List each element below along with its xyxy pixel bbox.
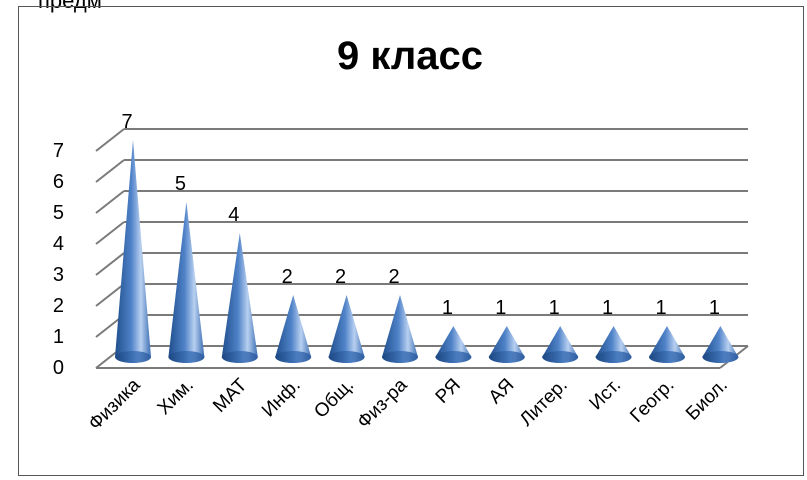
cone-base [221, 351, 258, 363]
x-category-label: Геогр. [626, 375, 678, 427]
cone [595, 326, 632, 363]
cone-body [382, 295, 418, 363]
x-category-label: МАТ [209, 374, 251, 416]
cones [115, 140, 739, 363]
y-tick-label: 3 [53, 264, 64, 286]
cone-body [168, 202, 205, 363]
x-category-label: Биол. [682, 375, 732, 425]
cone-body [275, 295, 312, 363]
gridline-diagonal [95, 221, 125, 245]
cone-base [382, 351, 418, 363]
y-axis-ticks: 0 1 2 3 4 5 6 7 [53, 140, 64, 379]
y-tick-label: 4 [53, 233, 64, 255]
cone-base [328, 351, 365, 363]
cone [275, 295, 312, 363]
gridlines [95, 128, 749, 369]
cone [221, 233, 258, 363]
x-category-label: Общ. [310, 375, 358, 423]
cone-body [221, 233, 258, 363]
cone-base [595, 351, 632, 363]
data-label: 1 [549, 297, 560, 319]
x-category-label: Литер. [516, 375, 572, 431]
gridline-diagonal [95, 159, 125, 183]
cone-base [542, 351, 579, 363]
data-label: 1 [495, 297, 506, 319]
cone-base [488, 351, 525, 363]
gridline-diagonal [95, 128, 125, 152]
cone [488, 326, 525, 363]
gridline-diagonal [95, 283, 125, 307]
cone-base [168, 351, 205, 363]
cone [702, 326, 739, 363]
data-label: 7 [121, 111, 132, 133]
cone [115, 140, 151, 363]
cone [542, 326, 579, 363]
x-category-label: Физика [85, 374, 145, 434]
gridline-diagonal [95, 190, 125, 214]
chart-title: 9 класс [337, 34, 483, 78]
data-label: 1 [442, 297, 453, 319]
data-label: 2 [335, 266, 346, 288]
cone [168, 202, 205, 363]
data-label: 2 [388, 266, 399, 288]
data-label: 4 [228, 204, 239, 226]
cone-body [328, 295, 365, 363]
data-label: 5 [175, 173, 186, 195]
chart-frame [18, 6, 804, 476]
gridline-diagonal [95, 252, 125, 276]
cone [435, 326, 472, 363]
x-category-label: Хим. [154, 375, 198, 419]
cone [649, 326, 685, 363]
y-tick-label: 0 [53, 357, 64, 379]
cone [328, 295, 365, 363]
y-tick-label: 5 [53, 202, 64, 224]
data-label: 1 [709, 297, 720, 319]
data-label: 1 [655, 297, 666, 319]
y-tick-label: 6 [53, 171, 64, 193]
cone-base [435, 351, 472, 363]
x-category-label: Инф. [258, 375, 305, 422]
y-tick-label: 1 [53, 326, 64, 348]
x-category-label: АЯ [485, 375, 519, 409]
cone-base [275, 351, 312, 363]
cone-base [115, 351, 151, 363]
cone-base [702, 351, 739, 363]
x-category-label: РЯ [432, 375, 465, 408]
y-tick-label: 7 [53, 140, 64, 162]
data-label: 2 [282, 266, 293, 288]
cone-body [115, 140, 151, 363]
x-category-label: Физ-ра [353, 374, 411, 432]
cone-base [649, 351, 685, 363]
x-category-label: Ист. [586, 375, 626, 415]
y-tick-label: 2 [53, 295, 64, 317]
data-label: 1 [602, 297, 613, 319]
cone [382, 295, 418, 363]
data-labels: 7 5 4 2 2 2 1 1 1 1 1 1 [121, 111, 720, 319]
